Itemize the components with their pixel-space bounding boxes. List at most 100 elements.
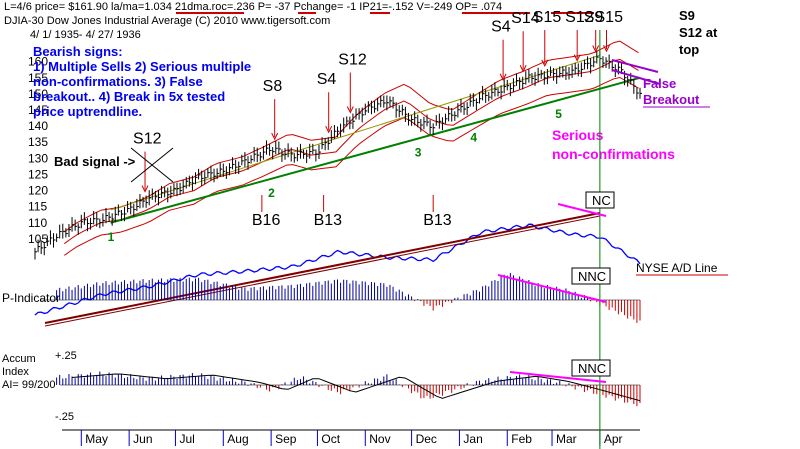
y-tick-label: 110 [28, 216, 47, 230]
y-tick-label: 150 [28, 87, 48, 101]
signal-arrow-head [519, 65, 527, 73]
signal-label: S4 [317, 71, 337, 88]
trendline-touch-label: 4 [470, 130, 477, 144]
x-tick-label: Apr [604, 432, 623, 446]
x-tick-label: Nov [369, 432, 390, 446]
top-right-note-line: top [679, 42, 700, 57]
bad-signal-cross [130, 147, 174, 183]
y-tick-label: 120 [28, 184, 48, 198]
x-tick-label: Oct [321, 432, 340, 446]
nc-label: NC [592, 193, 611, 208]
signal-label: B13 [423, 212, 452, 229]
price-uptrendline [110, 76, 641, 224]
signal-label: S4 [491, 19, 511, 36]
ad-line [34, 223, 641, 316]
signal-arrow-head [573, 54, 581, 62]
signal-arrow-head [141, 185, 149, 193]
signal-label: S14 [511, 10, 540, 27]
x-tick-label: Jun [133, 432, 152, 446]
signal-label: S12 [338, 52, 367, 69]
trendline-touch-label: 3 [415, 146, 422, 160]
false-breakout-line [611, 69, 661, 85]
bearish-line: breakout.. 4) Break in 5x tested [33, 89, 226, 104]
x-tick-label: Mar [556, 432, 577, 446]
signal-label: B13 [314, 212, 343, 229]
bad-signal-label: Bad signal -> [54, 154, 136, 169]
signal-label: S15 [533, 9, 562, 26]
y-tick-label: 145 [28, 103, 48, 117]
nc-box [585, 191, 615, 209]
nnc-label: NNC [578, 361, 606, 376]
header-line2: DJIA-30 Dow Jones Industrial Average (C)… [4, 15, 330, 27]
y-tick-label: 155 [28, 71, 48, 85]
top-right-note: S9 S12 at top [679, 7, 749, 58]
ad-trendline [44, 215, 600, 327]
false-breakout-label: Breakout [643, 92, 700, 107]
y-tick-label: 140 [28, 119, 48, 133]
x-tick-label: Sep [275, 432, 297, 446]
y-tick-label: 105 [28, 232, 48, 246]
ad-divergence-line [557, 203, 607, 217]
serious-label: Serious [552, 127, 604, 143]
accum-scale-plus: +.25 [55, 350, 77, 362]
signal-arrow-head [603, 44, 610, 53]
false-breakout-line [611, 59, 659, 73]
bearish-line: non-confirmations. 3) False [33, 74, 203, 89]
header-group: L=4/6 price= $161.90 la/ma=1.034 21dma.r… [4, 1, 502, 41]
y-tick-label: 115 [28, 200, 47, 214]
trendline-touch-label: 1 [108, 230, 115, 244]
nnc-box [571, 359, 611, 377]
signal-arrow-head [499, 73, 507, 81]
x-tick-label: Aug [227, 432, 248, 446]
x-tick-label: May [85, 432, 108, 446]
ad-line-layer [34, 212, 641, 327]
y-tick-label: 135 [28, 135, 48, 149]
signal-label: S12 [565, 9, 594, 26]
signal-arrow-head [271, 132, 279, 141]
panel-label-accum-index: Index [2, 366, 29, 378]
x-tick-label: Jul [179, 432, 194, 446]
y-tick-label: 160 [28, 55, 48, 69]
signal-arrow-head [541, 59, 549, 67]
ad-trendline [44, 212, 601, 324]
signal-label: S12 [133, 131, 162, 148]
accum-scale-minus: -.25 [55, 411, 74, 423]
p-indicator-layer [40, 272, 641, 323]
trendline-touch-label: 2 [268, 186, 275, 200]
nnc-label: NNC [578, 269, 606, 284]
y-tick-label: 125 [28, 167, 48, 181]
trendline-touch-label: 5 [555, 107, 562, 121]
header-line3: 4/ 1/ 1935- 4/ 27/ 1936 [30, 29, 141, 41]
bearish-line: price uptrendline. [33, 104, 143, 119]
nnc-box [571, 267, 611, 285]
bearish-signs-box: Bearish signs: 1) Multiple Sells 2) Seri… [33, 44, 298, 119]
bearish-line: 1) Multiple Sells 2) Serious multiple [33, 59, 252, 74]
signal-label: S8 [263, 78, 283, 95]
moving-average-line [64, 58, 639, 245]
accum-index-average [71, 373, 641, 402]
panel-label-accum-index: Accum [2, 353, 36, 365]
x-tick-label: Jan [463, 432, 482, 446]
serious-label: non-confirmations [552, 146, 675, 162]
p-divergence-line [497, 274, 607, 303]
signal-arrow-head [346, 106, 354, 114]
x-tick-label: Dec [416, 432, 437, 446]
panel-label-p-indicator: P-Indicator [2, 291, 60, 305]
accum-index-layer [56, 371, 641, 407]
ad-line-label: NYSE A/D Line [636, 261, 718, 275]
top-right-note-line: S9 [679, 8, 695, 23]
panel-label-accum-index: AI= 99/200 [2, 379, 56, 391]
signal-arrow-head [325, 125, 333, 134]
top-right-note-line: S12 at [679, 25, 718, 40]
accum-divergence-line [509, 371, 607, 383]
signal-label: B16 [252, 212, 281, 229]
signal-label: S15 [595, 9, 624, 26]
x-tick-label: Feb [511, 432, 532, 446]
lower-band-line [64, 76, 639, 256]
y-tick-label: 130 [28, 151, 48, 165]
header-line1: L=4/6 price= $161.90 la/ma=1.034 21dma.r… [4, 1, 502, 13]
